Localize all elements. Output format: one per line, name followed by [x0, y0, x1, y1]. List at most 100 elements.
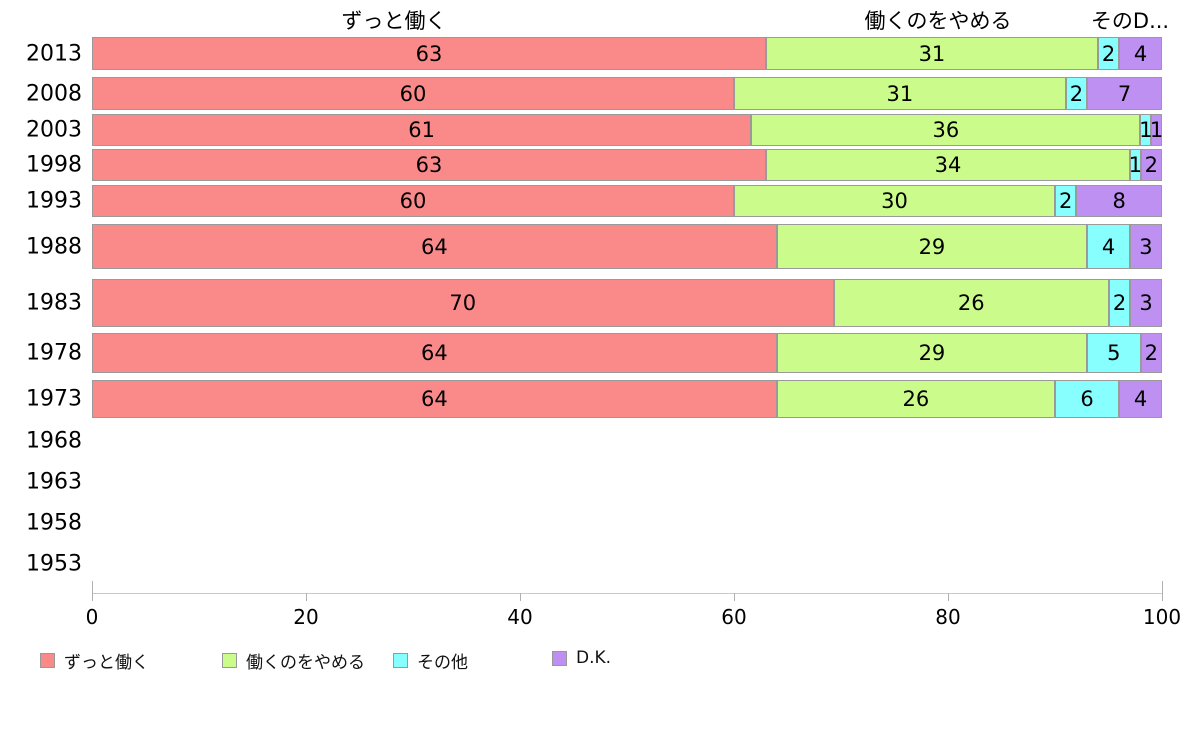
- segment-1998-series3: [1129, 149, 1141, 181]
- year-label-1983: 1983: [26, 290, 82, 316]
- legend-label: D.K.: [576, 648, 612, 668]
- bar-row-1988: 64 29 4 3: [92, 224, 1162, 269]
- x-axis-tick: [734, 593, 735, 601]
- segment-1978-series1: [92, 333, 777, 373]
- segment-1993-series2: [734, 185, 1055, 217]
- value-label: 4: [1133, 41, 1148, 66]
- value-label: 61: [408, 118, 436, 142]
- segment-1988-series3: [1087, 224, 1130, 269]
- year-label-1978: 1978: [26, 340, 82, 366]
- legend-item-stop-working[interactable]: 働くのをやめる: [222, 648, 365, 673]
- value-label: 2: [1069, 81, 1084, 106]
- segment-2008-series2: [734, 77, 1066, 110]
- year-label-1968: 1968: [26, 428, 82, 454]
- value-label: 1: [1149, 118, 1164, 142]
- legend-item-dk[interactable]: D.K.: [552, 648, 611, 668]
- segment-1978-series3: [1087, 333, 1141, 373]
- value-label: 60: [399, 189, 427, 213]
- value-label: 64: [421, 387, 448, 411]
- segment-2008-series1: [92, 77, 734, 110]
- value-label: 8: [1112, 189, 1126, 213]
- value-label: 4: [1133, 387, 1148, 411]
- value-label: 29: [918, 234, 946, 259]
- segment-1973-series4: [1119, 380, 1162, 418]
- segment-2003-series3: [1140, 114, 1152, 146]
- x-axis-tick-label: 0: [85, 605, 99, 629]
- column-header-stop-working: 働くのをやめる: [864, 9, 1012, 33]
- segment-2013-series4: [1119, 37, 1162, 70]
- x-axis-tick-label: 60: [721, 605, 747, 629]
- segment-1983-series3: [1109, 279, 1131, 327]
- value-label: 3: [1139, 291, 1153, 315]
- legend-label: 働くのをやめる: [246, 653, 365, 673]
- segment-2013-series1: [92, 37, 767, 70]
- value-label: 2: [1059, 189, 1073, 213]
- value-label: 2: [1144, 153, 1158, 177]
- value-label: 7: [1117, 81, 1132, 106]
- segment-1988-series2: [776, 224, 1088, 269]
- value-label: 5: [1107, 341, 1121, 365]
- bar-row-2003: 61 36 1 1: [92, 114, 1164, 146]
- value-label: 2: [1112, 291, 1127, 315]
- value-label: 70: [449, 291, 477, 315]
- year-label-2013: 2013: [26, 41, 82, 66]
- legend-item-other[interactable]: その他: [393, 648, 468, 673]
- bar-row-1983: 70 26 2 3: [92, 279, 1162, 327]
- legend-swatch-dk-icon: [552, 650, 567, 666]
- bar-row-2013: 63 31 2 4: [92, 37, 1162, 70]
- segment-1988-series4: [1129, 224, 1162, 269]
- value-label: 34: [934, 153, 962, 177]
- segment-2008-series4: [1087, 77, 1162, 110]
- x-axis-tick: [520, 593, 521, 601]
- value-label: 2: [1101, 41, 1116, 66]
- value-label: 26: [957, 291, 985, 315]
- year-label-1958: 1958: [26, 510, 82, 536]
- year-label-2003: 2003: [26, 117, 82, 143]
- segment-1978-series4: [1140, 333, 1162, 373]
- bar-row-1978: 64 29 5 2: [92, 333, 1162, 373]
- value-label: 63: [415, 153, 443, 177]
- value-label: 3: [1139, 234, 1153, 259]
- legend-swatch-other-icon: [393, 653, 408, 668]
- segment-2003-series2: [751, 114, 1141, 146]
- x-axis-tick: [306, 593, 307, 601]
- segment-1983-series1: [92, 279, 834, 327]
- segment-1973-series1: [92, 380, 777, 418]
- legend-swatch-stop-working-icon: [222, 653, 237, 668]
- segment-1998-series2: [766, 149, 1130, 181]
- value-label: 1: [1139, 118, 1153, 142]
- segment-1998-series4: [1140, 149, 1162, 181]
- year-label-1953: 1953: [26, 551, 82, 577]
- value-label: 64: [421, 341, 448, 365]
- segment-2003-series4: [1151, 114, 1162, 146]
- x-axis-line: [92, 593, 1162, 594]
- x-axis-tick: [92, 581, 93, 601]
- bar-row-1973: 64 26 6 4: [92, 380, 1162, 418]
- year-label-1988: 1988: [26, 234, 82, 259]
- bar-row-1993: 60 30 2 8: [92, 185, 1162, 217]
- legend-item-keep-working[interactable]: ずっと働く: [40, 648, 149, 673]
- value-label: 4: [1101, 234, 1116, 259]
- value-label: 31: [918, 41, 946, 66]
- value-label: 63: [415, 41, 443, 66]
- segment-1988-series1: [92, 224, 777, 269]
- segment-1973-series2: [776, 380, 1055, 418]
- segment-1993-series1: [92, 185, 734, 217]
- legend-label: ずっと働く: [64, 653, 149, 673]
- year-label-1973: 1973: [26, 386, 82, 412]
- legend-swatch-keep-working-icon: [40, 653, 55, 668]
- segment-1978-series2: [776, 333, 1088, 373]
- segment-1973-series3: [1055, 380, 1120, 418]
- value-label: 2: [1144, 341, 1158, 365]
- segment-1983-series2: [833, 279, 1110, 327]
- segment-1993-series4: [1076, 185, 1162, 217]
- year-label-1963: 1963: [26, 469, 82, 495]
- value-label: 29: [918, 341, 946, 365]
- column-header-other-dk-truncated: そのD...: [1090, 9, 1170, 33]
- value-label: 6: [1080, 387, 1094, 411]
- value-label: 30: [881, 189, 908, 213]
- year-label-2008: 2008: [26, 81, 82, 106]
- year-label-1993: 1993: [26, 188, 82, 214]
- value-label: 1: [1128, 153, 1142, 177]
